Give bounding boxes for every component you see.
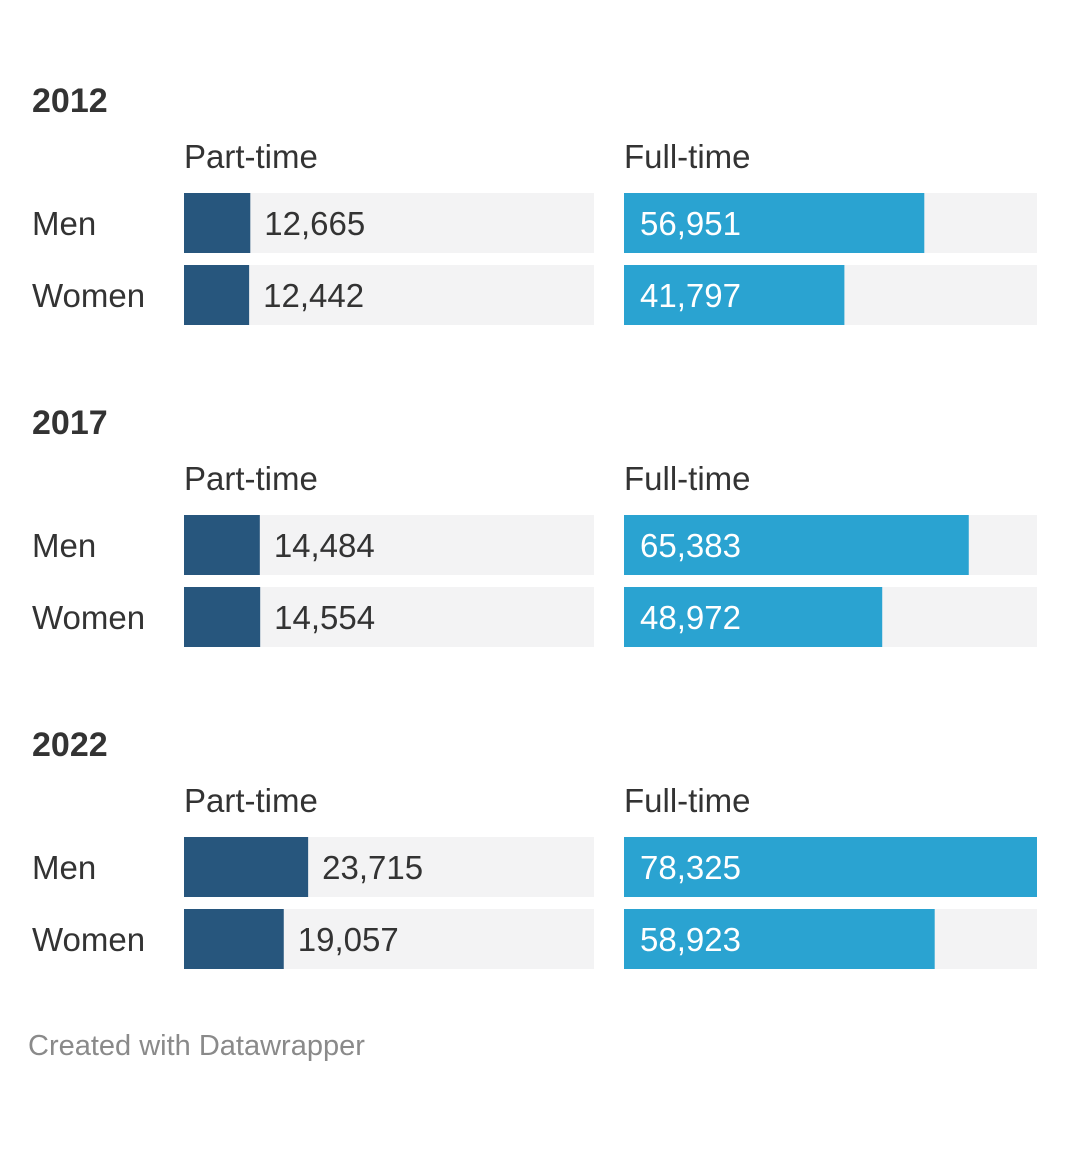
value-label-full-time-women-2022: 58,923 <box>640 921 741 958</box>
value-label-part-time-men-2022: 23,715 <box>322 849 423 886</box>
bar-part-time-women-2017 <box>184 587 261 647</box>
series-header-part-time: Part-time <box>184 782 318 819</box>
value-label-full-time-men-2022: 78,325 <box>640 849 741 886</box>
bar-track-part-time-men-2012 <box>184 193 594 253</box>
value-label-full-time-women-2012: 41,797 <box>640 277 741 314</box>
credit-text: Created with Datawrapper <box>28 1030 365 1062</box>
bar-full-time-women-2012 <box>624 265 845 325</box>
category-label-men: Men <box>32 205 96 242</box>
value-label-part-time-women-2022: 19,057 <box>298 921 399 958</box>
value-label-part-time-men-2017: 14,484 <box>274 527 375 564</box>
bar-full-time-men-2022 <box>624 837 1037 897</box>
bar-part-time-men-2012 <box>184 193 251 253</box>
bar-full-time-men-2012 <box>624 193 925 253</box>
series-header-full-time: Full-time <box>624 460 751 497</box>
value-label-part-time-men-2012: 12,665 <box>264 205 365 242</box>
bar-full-time-women-2017 <box>624 587 883 647</box>
category-label-women: Women <box>32 921 145 958</box>
value-label-full-time-men-2017: 65,383 <box>640 527 741 564</box>
category-label-men: Men <box>32 527 96 564</box>
value-label-full-time-men-2012: 56,951 <box>640 205 741 242</box>
bar-full-time-men-2017 <box>624 515 969 575</box>
value-label-part-time-women-2017: 14,554 <box>274 599 375 636</box>
group-title-2012: 2012 <box>32 82 108 120</box>
series-header-full-time: Full-time <box>624 782 751 819</box>
category-label-men: Men <box>32 849 96 886</box>
value-label-full-time-women-2017: 48,972 <box>640 599 741 636</box>
bar-part-time-women-2012 <box>184 265 250 325</box>
group-title-2022: 2022 <box>32 726 108 764</box>
series-header-part-time: Part-time <box>184 460 318 497</box>
bar-part-time-men-2022 <box>184 837 309 897</box>
bar-part-time-women-2022 <box>184 909 284 969</box>
series-header-part-time: Part-time <box>184 138 318 175</box>
series-header-full-time: Full-time <box>624 138 751 175</box>
value-label-part-time-women-2012: 12,442 <box>263 277 364 314</box>
bar-part-time-men-2017 <box>184 515 260 575</box>
group-title-2017: 2017 <box>32 404 108 442</box>
bar-track-part-time-women-2012 <box>184 265 594 325</box>
category-label-women: Women <box>32 599 145 636</box>
category-label-women: Women <box>32 277 145 314</box>
bar-full-time-women-2022 <box>624 909 935 969</box>
